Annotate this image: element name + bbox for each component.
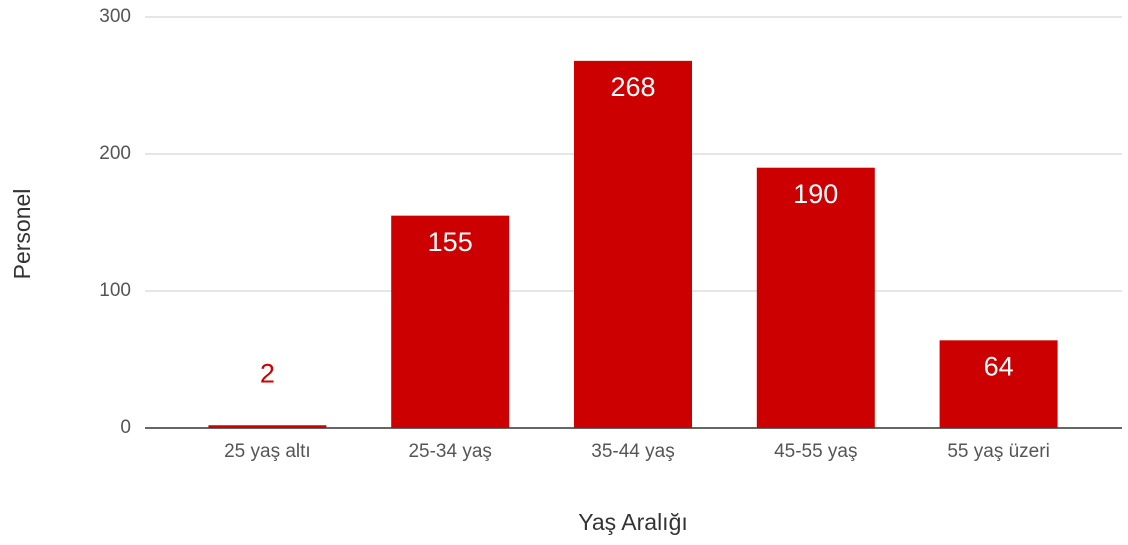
data-label: 190 xyxy=(793,179,838,209)
y-axis-title: Personel xyxy=(9,189,35,280)
x-tick-label: 35-44 yaş xyxy=(591,441,674,462)
y-tick-label: 100 xyxy=(99,280,131,301)
x-tick-label: 25 yaş altı xyxy=(224,441,311,462)
data-label: 2 xyxy=(260,358,275,388)
bar xyxy=(756,167,875,428)
x-axis-title: Yaş Aralığı xyxy=(578,509,688,535)
data-label: 268 xyxy=(610,72,655,102)
y-tick-label: 0 xyxy=(120,417,131,438)
x-tick-label: 25-34 yaş xyxy=(408,441,491,462)
bar xyxy=(574,60,692,429)
y-tick-label: 200 xyxy=(99,143,131,164)
bar xyxy=(391,215,510,428)
bar xyxy=(208,425,327,428)
data-label: 155 xyxy=(428,227,473,257)
data-label: 64 xyxy=(984,351,1014,381)
x-tick-label: 45-55 yaş xyxy=(774,441,857,462)
bar xyxy=(939,340,1058,428)
x-tick-label: 55 yaş üzeri xyxy=(947,441,1049,462)
y-tick-label: 300 xyxy=(99,6,131,27)
